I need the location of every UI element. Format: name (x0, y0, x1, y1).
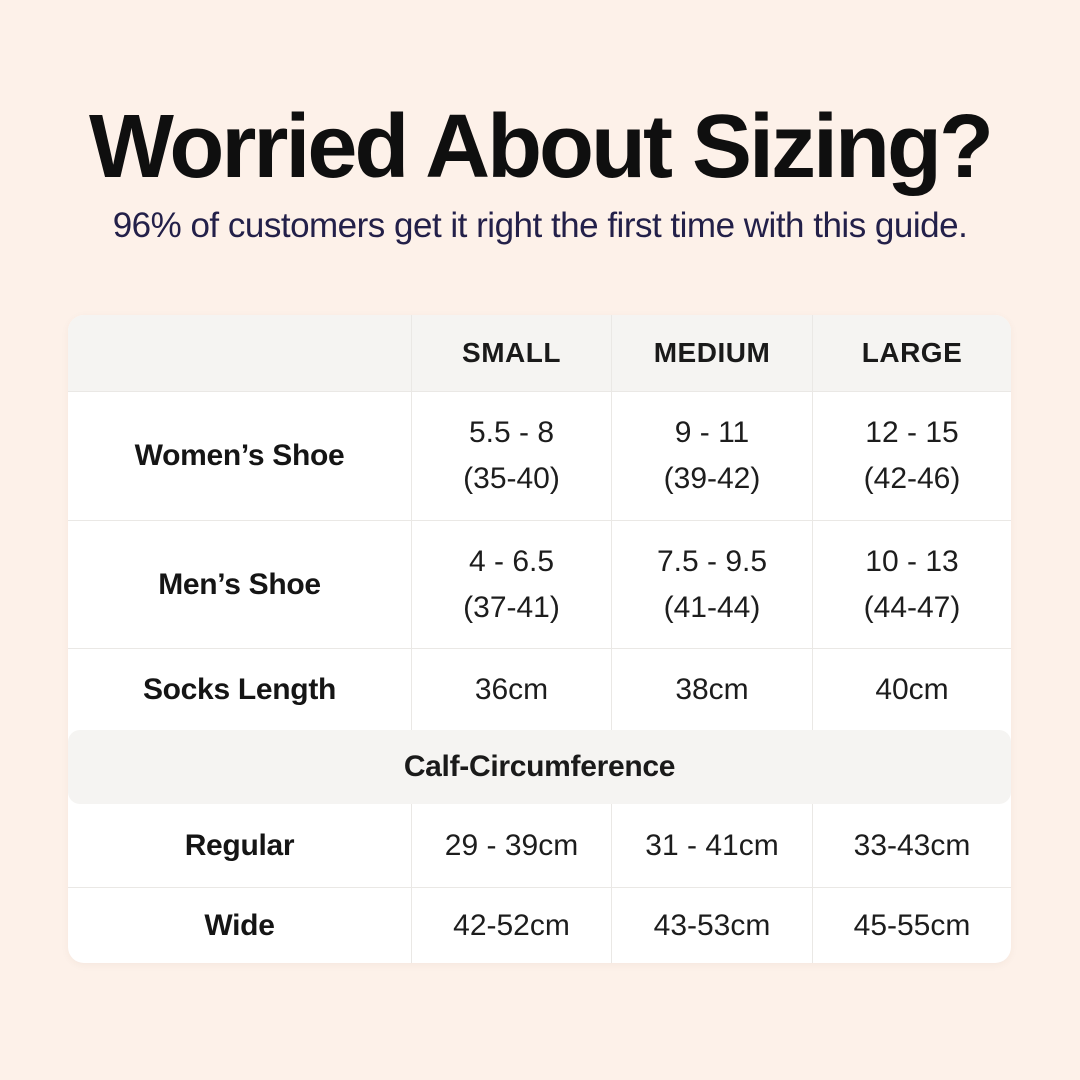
cell-wide-small: 42-52cm (411, 888, 611, 963)
cell-socks-large: 40cm (812, 649, 1011, 730)
cell-mens-small: 4 - 6.5 (37-41) (411, 521, 611, 648)
cell-wide-medium: 43-53cm (611, 888, 812, 963)
table-row-regular: Regular 29 - 39cm 31 - 41cm 33-43cm (68, 804, 1011, 887)
row-label-womens-shoe: Women’s Shoe (134, 439, 345, 472)
header-cell-empty (68, 315, 411, 391)
table-row-wide: Wide 42-52cm 43-53cm 45-55cm (68, 887, 1011, 963)
cell-mens-medium: 7.5 - 9.5 (41-44) (611, 521, 812, 648)
page-subtitle: 96% of customers get it right the first … (112, 206, 968, 245)
cell-womens-small: 5.5 - 8 (35-40) (411, 392, 611, 520)
cell-womens-large: 12 - 15 (42-46) (812, 392, 1011, 520)
cell-socks-small: 36cm (411, 649, 611, 730)
row-label-socks-length: Socks Length (142, 672, 337, 706)
cell-regular-small: 29 - 39cm (411, 804, 611, 887)
section-header-calf-circumference: Calf-Circumference (68, 730, 1011, 804)
table-row-womens-shoe: Women’s Shoe 5.5 - 8 (35-40) 9 - 11 (39-… (68, 391, 1011, 520)
page-title: Worried About Sizing? (89, 97, 994, 197)
header-cell-small: SMALL (411, 315, 611, 391)
table-row-socks-length: Socks Length 36cm 38cm 40cm (68, 648, 1011, 730)
cell-regular-large: 33-43cm (812, 804, 1011, 887)
row-label-regular: Regular (184, 828, 295, 862)
cell-regular-medium: 31 - 41cm (611, 804, 812, 887)
header-cell-medium: MEDIUM (611, 315, 812, 391)
table-section-band-row: Calf-Circumference (68, 730, 1011, 804)
row-label-wide: Wide (204, 908, 275, 942)
table-header-row: SMALL MEDIUM LARGE (68, 315, 1011, 391)
cell-mens-large: 10 - 13 (44-47) (812, 521, 1011, 648)
cell-socks-medium: 38cm (611, 649, 812, 730)
table-row-mens-shoe: Men’s Shoe 4 - 6.5 (37-41) 7.5 - 9.5 (41… (68, 520, 1011, 648)
cell-wide-large: 45-55cm (812, 888, 1011, 963)
cell-womens-medium: 9 - 11 (39-42) (611, 392, 812, 520)
header-cell-large: LARGE (812, 315, 1011, 391)
sizing-table: SMALL MEDIUM LARGE Women’s Shoe 5.5 - 8 … (68, 315, 1011, 963)
row-label-mens-shoe: Men’s Shoe (158, 567, 321, 601)
